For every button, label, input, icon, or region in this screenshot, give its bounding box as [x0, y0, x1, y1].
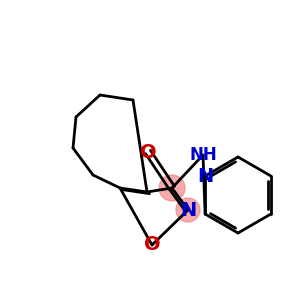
Text: NH: NH	[189, 146, 217, 164]
Text: O: O	[144, 236, 160, 254]
Circle shape	[159, 175, 185, 201]
Text: N: N	[197, 167, 213, 185]
Circle shape	[176, 198, 200, 222]
Text: O: O	[140, 142, 156, 161]
Text: N: N	[180, 200, 196, 220]
